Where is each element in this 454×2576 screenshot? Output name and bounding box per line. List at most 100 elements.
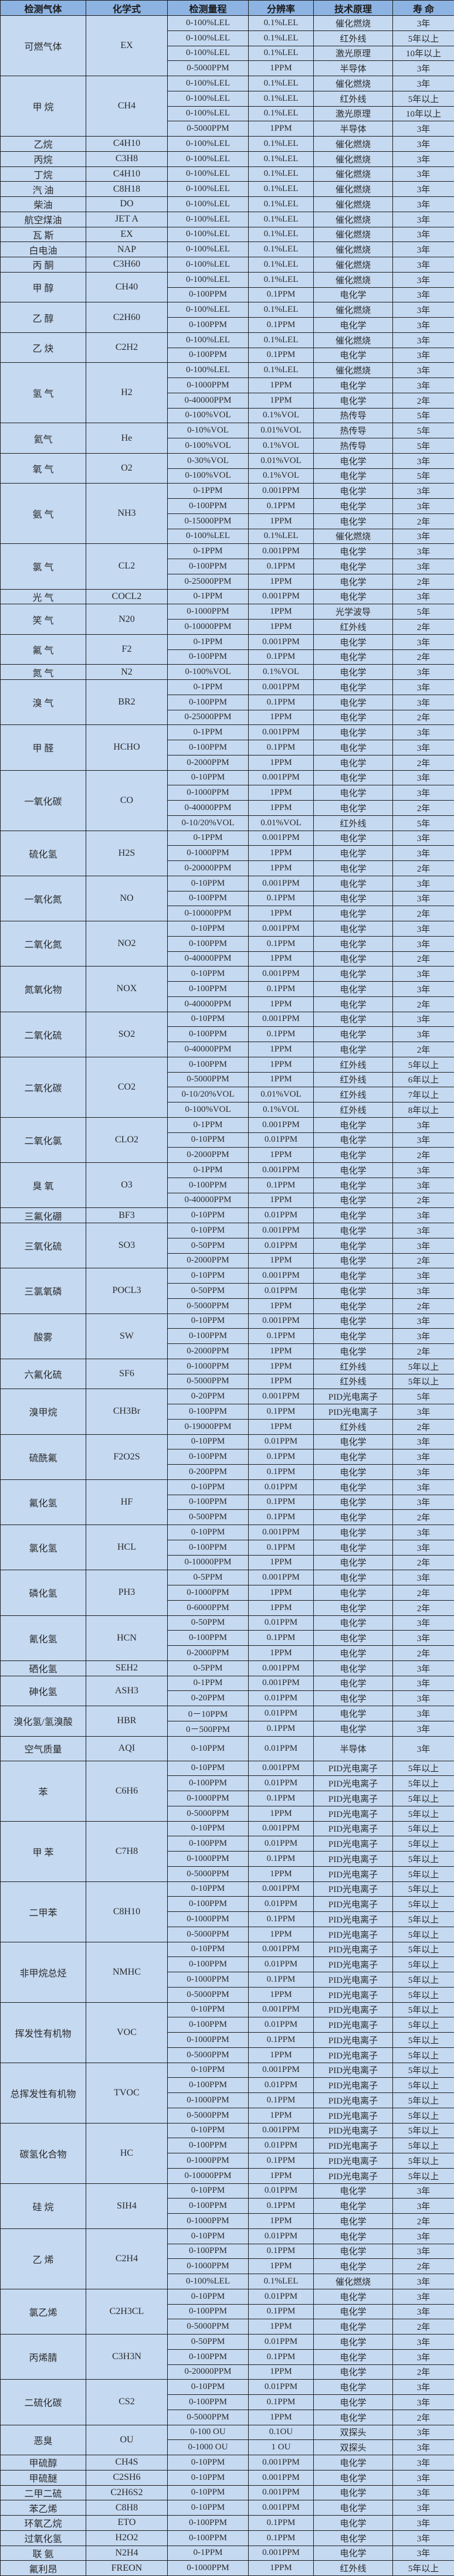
resolution-cell: 0.001PPM	[249, 2546, 314, 2561]
lifespan-cell: 3年	[393, 2516, 454, 2531]
lifespan-cell: 3年	[393, 1223, 454, 1238]
lifespan-cell: 3年	[393, 1631, 454, 1646]
resolution-cell: 1PPM	[249, 951, 314, 967]
range-cell: 0-5000PPM	[168, 1298, 249, 1313]
technology-cell: 电化学	[314, 1178, 393, 1193]
range-cell: 0－500PPM	[168, 1721, 249, 1736]
resolution-cell: 0.01PPM	[249, 1836, 314, 1852]
formula-cell: CH4S	[86, 2455, 168, 2470]
resolution-cell: 0.01PPM	[249, 1736, 314, 1761]
range-cell: 0-2000PPM	[168, 1253, 249, 1268]
lifespan-cell: 3年	[393, 1132, 454, 1148]
technology-cell: 红外线	[314, 1057, 393, 1072]
gas-name-cell: 联 氨	[1, 2546, 86, 2561]
resolution-cell: 1PPM	[249, 2108, 314, 2123]
resolution-cell: 1PPM	[249, 393, 314, 408]
technology-cell: 电化学	[314, 2395, 393, 2410]
gas-name-cell: 溴 气	[1, 680, 86, 725]
lifespan-cell: 3年	[393, 2485, 454, 2500]
lifespan-cell: 3年	[393, 1615, 454, 1631]
lifespan-cell: 3年	[393, 1027, 454, 1042]
lifespan-cell: 5年以上	[393, 1881, 454, 1897]
range-cell: 0-200PPM	[168, 1465, 249, 1480]
lifespan-cell: 3年	[393, 2380, 454, 2395]
technology-cell: 电化学	[314, 1570, 393, 1585]
lifespan-cell: 3年	[393, 1313, 454, 1329]
resolution-cell: 1PPM	[249, 1646, 314, 1661]
lifespan-cell: 3年	[393, 499, 454, 514]
resolution-cell: 1PPM	[249, 996, 314, 1012]
gas-name-cell: 硫化氢	[1, 831, 86, 876]
resolution-cell: 0.1PPM	[249, 695, 314, 710]
resolution-cell: 0.001PPM	[249, 1223, 314, 1238]
range-cell: 0-10PPM	[168, 1821, 249, 1836]
range-cell: 0-100PPM	[168, 1631, 249, 1646]
technology-cell: 电化学	[314, 1344, 393, 1359]
range-cell: 0-5000PPM	[168, 121, 249, 137]
technology-cell: PID光电离子	[314, 2123, 393, 2138]
gas-name-cell: 氰化氢	[1, 1615, 86, 1660]
technology-cell: 半导体	[314, 121, 393, 137]
formula-cell: JET A	[86, 212, 168, 227]
technology-cell: 电化学	[314, 2349, 393, 2364]
resolution-cell: 1PPM	[249, 2259, 314, 2274]
lifespan-cell: 5年以上	[393, 1374, 454, 1389]
resolution-cell: 0.01PPM	[249, 1434, 314, 1449]
resolution-cell: 0.1%VOL	[249, 408, 314, 423]
lifespan-cell: 2年	[393, 1193, 454, 1208]
resolution-cell: 0.001PPM	[249, 1881, 314, 1897]
lifespan-cell: 5年以上	[393, 1987, 454, 2002]
technology-cell: 催化燃烧	[314, 227, 393, 242]
lifespan-cell: 3年	[393, 785, 454, 801]
range-cell: 0-10000PPM	[168, 906, 249, 921]
lifespan-cell: 3年	[393, 1570, 454, 1585]
range-cell: 0-40000PPM	[168, 1193, 249, 1208]
range-cell: 0-10PPM	[168, 2485, 249, 2500]
range-cell: 0-100PPM	[168, 2138, 249, 2153]
resolution-cell: 1PPM	[249, 2561, 314, 2576]
lifespan-cell: 5年以上	[393, 1912, 454, 1927]
gas-name-cell: 二硫化碳	[1, 2380, 86, 2425]
resolution-cell: 1PPM	[249, 2364, 314, 2380]
lifespan-cell: 5年	[393, 1389, 454, 1404]
range-cell: 0-100PPM	[168, 1027, 249, 1042]
range-cell: 0-40000PPM	[168, 996, 249, 1012]
range-cell: 0-10PPM	[168, 1525, 249, 1540]
lifespan-cell: 5年以上	[393, 2002, 454, 2017]
resolution-cell: 0.01PPM	[249, 1208, 314, 1223]
technology-cell: 电化学	[314, 1510, 393, 1525]
range-cell: 0-1PPM	[168, 589, 249, 604]
resolution-cell: 0.1PPM	[249, 1912, 314, 1927]
technology-cell: 电化学	[314, 1646, 393, 1661]
resolution-cell: 0.1%VOL	[249, 468, 314, 484]
range-cell: 0-100PPM	[168, 1897, 249, 1912]
technology-cell: 电化学	[314, 2214, 393, 2229]
lifespan-cell: 3年	[393, 770, 454, 785]
technology-cell: 电化学	[314, 348, 393, 363]
technology-cell: PID光电离子	[314, 1389, 393, 1404]
lifespan-cell: 3年	[393, 137, 454, 152]
technology-cell: 电化学	[314, 967, 393, 982]
technology-cell: 电化学	[314, 770, 393, 785]
range-cell: 0-1000PPM	[168, 1359, 249, 1374]
technology-cell: PID光电离子	[314, 1836, 393, 1852]
formula-cell: N2	[86, 665, 168, 680]
technology-cell: 电化学	[314, 1313, 393, 1329]
resolution-cell: 1PPM	[249, 378, 314, 393]
technology-cell: 双探头	[314, 2440, 393, 2455]
resolution-cell: 0.1PPM	[249, 1178, 314, 1193]
lifespan-cell: 5年以上	[393, 2063, 454, 2078]
formula-cell: H2S	[86, 831, 168, 876]
